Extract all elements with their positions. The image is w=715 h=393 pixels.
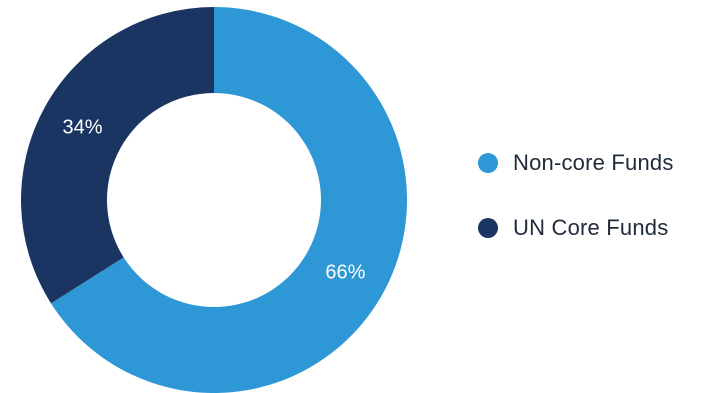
slice-label-un-core-funds: 34% <box>63 117 103 139</box>
legend-item-non-core-funds[interactable]: Non-core Funds <box>478 146 674 180</box>
slice-label-non-core-funds: 66% <box>325 261 365 283</box>
slice-un-core-funds[interactable] <box>21 7 215 304</box>
legend-swatch-un-core-funds <box>478 218 498 238</box>
legend-item-un-core-funds[interactable]: UN Core Funds <box>478 211 674 245</box>
legend-label-un-core-funds: UN Core Funds <box>513 215 669 240</box>
legend-label-non-core-funds: Non-core Funds <box>513 150 674 175</box>
donut-value-labels: 66% 34% <box>63 117 366 284</box>
legend-swatch-non-core-funds <box>478 153 498 173</box>
donut-slices <box>21 7 407 393</box>
slice-non-core-funds[interactable] <box>51 7 407 393</box>
legend: Non-core Funds UN Core Funds <box>478 146 674 245</box>
